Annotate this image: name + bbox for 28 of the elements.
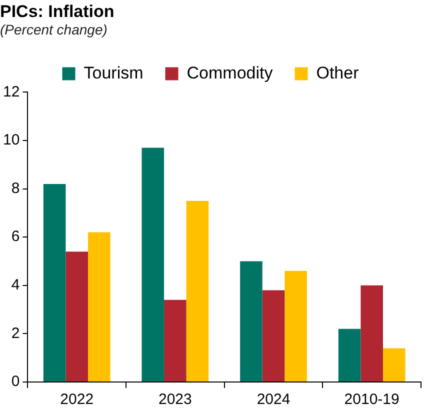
bar <box>88 232 110 382</box>
y-tick-label: 12 <box>2 83 20 100</box>
bar <box>43 184 66 382</box>
bar <box>338 328 361 382</box>
bar <box>360 285 383 382</box>
chart-subtitle: (Percent change) <box>0 22 108 38</box>
x-tick-label: 2023 <box>158 391 192 408</box>
legend-label: Other <box>316 63 360 82</box>
x-tick-label: 2010-19 <box>344 391 400 408</box>
legend-label: Tourism <box>84 63 144 82</box>
bar <box>66 252 88 382</box>
bar <box>382 348 406 382</box>
y-tick-label: 10 <box>2 132 20 149</box>
chart-title: PICs: Inflation <box>0 2 114 21</box>
bar <box>142 148 164 382</box>
y-tick-label: 4 <box>11 276 20 294</box>
bar <box>186 200 209 382</box>
y-tick-label: 2 <box>11 324 20 342</box>
x-tick-label: 2024 <box>256 391 290 408</box>
x-tick-label: 2022 <box>60 391 94 408</box>
y-tick-label: 8 <box>11 180 20 197</box>
bar <box>262 290 285 382</box>
bar <box>240 261 262 382</box>
bar <box>164 300 186 382</box>
legend-label: Commodity <box>186 63 274 82</box>
bar <box>284 270 307 382</box>
y-tick-label: 0 <box>11 373 20 390</box>
y-tick-label: 6 <box>11 228 20 246</box>
